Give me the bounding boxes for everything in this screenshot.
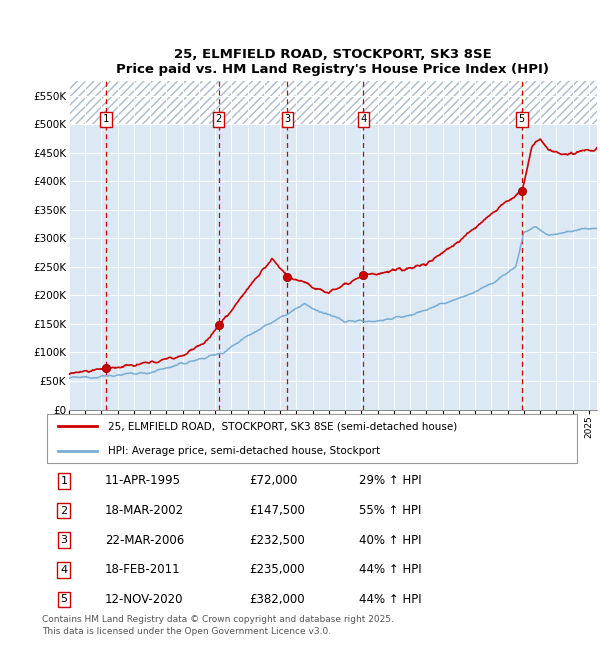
Text: 5: 5 <box>518 114 525 125</box>
Text: £147,500: £147,500 <box>250 504 305 517</box>
Text: £235,000: £235,000 <box>250 564 305 577</box>
Text: 44% ↑ HPI: 44% ↑ HPI <box>359 593 421 606</box>
Text: 55% ↑ HPI: 55% ↑ HPI <box>359 504 421 517</box>
Text: 44% ↑ HPI: 44% ↑ HPI <box>359 564 421 577</box>
Text: 4: 4 <box>360 114 367 125</box>
Text: HPI: Average price, semi-detached house, Stockport: HPI: Average price, semi-detached house,… <box>107 447 380 456</box>
FancyBboxPatch shape <box>47 413 577 463</box>
Text: £382,000: £382,000 <box>250 593 305 606</box>
Text: 1: 1 <box>103 114 109 125</box>
Text: 2: 2 <box>60 506 67 515</box>
Text: £232,500: £232,500 <box>250 534 305 547</box>
Text: 3: 3 <box>284 114 290 125</box>
Text: Contains HM Land Registry data © Crown copyright and database right 2025.
This d: Contains HM Land Registry data © Crown c… <box>42 615 394 636</box>
Text: 2: 2 <box>215 114 222 125</box>
Text: 4: 4 <box>60 565 67 575</box>
Text: 22-MAR-2006: 22-MAR-2006 <box>105 534 184 547</box>
Text: 1: 1 <box>61 476 67 486</box>
Text: 18-FEB-2011: 18-FEB-2011 <box>105 564 181 577</box>
Text: 25, ELMFIELD ROAD,  STOCKPORT, SK3 8SE (semi-detached house): 25, ELMFIELD ROAD, STOCKPORT, SK3 8SE (s… <box>107 421 457 432</box>
Text: 18-MAR-2002: 18-MAR-2002 <box>105 504 184 517</box>
Text: 3: 3 <box>61 535 67 545</box>
Text: £72,000: £72,000 <box>250 474 298 488</box>
Text: 12-NOV-2020: 12-NOV-2020 <box>105 593 183 606</box>
Text: 40% ↑ HPI: 40% ↑ HPI <box>359 534 421 547</box>
Text: 11-APR-1995: 11-APR-1995 <box>105 474 181 488</box>
Text: 29% ↑ HPI: 29% ↑ HPI <box>359 474 421 488</box>
Title: 25, ELMFIELD ROAD, STOCKPORT, SK3 8SE
Price paid vs. HM Land Registry's House Pr: 25, ELMFIELD ROAD, STOCKPORT, SK3 8SE Pr… <box>116 48 550 76</box>
Text: 5: 5 <box>61 595 67 604</box>
